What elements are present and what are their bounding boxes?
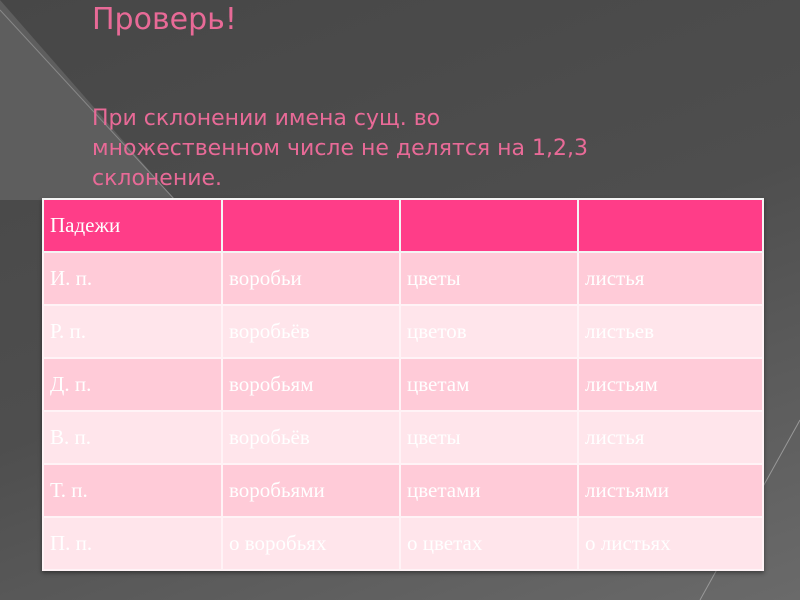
table-row: И. п. воробьи цветы листья <box>42 251 764 306</box>
case-cell: Т. п. <box>42 463 223 518</box>
table-cell: воробьям <box>221 357 401 412</box>
table-header-row: Падежи <box>42 198 764 253</box>
table-cell: цветы <box>399 251 579 306</box>
slide-text: При склонении имена сущ. во множественно… <box>92 106 588 191</box>
declension-table: Падежи И. п. воробьи цветы листья Р. п. … <box>42 198 764 571</box>
table-cell: цветам <box>399 357 579 412</box>
table-cell: листьям <box>577 357 764 412</box>
slide-title: Проверь! <box>92 2 237 37</box>
table-cell: цветы <box>399 410 579 465</box>
table-row: П. п. о воробьях о цветах о листьях <box>42 516 764 571</box>
case-cell: П. п. <box>42 516 223 571</box>
case-cell: Д. п. <box>42 357 223 412</box>
table-cell: листьями <box>577 463 764 518</box>
header-cell <box>399 198 579 253</box>
case-cell: И. п. <box>42 251 223 306</box>
table-cell: листья <box>577 410 764 465</box>
header-cell <box>577 198 764 253</box>
table-cell: цветов <box>399 304 579 359</box>
case-cell: Р. п. <box>42 304 223 359</box>
table-cell: о цветах <box>399 516 579 571</box>
table-cell: листьев <box>577 304 764 359</box>
table-cell: воробьёв <box>221 304 401 359</box>
table-row: Т. п. воробьями цветами листьями <box>42 463 764 518</box>
header-cell: Падежи <box>42 198 223 253</box>
table-row: Р. п. воробьёв цветов листьев <box>42 304 764 359</box>
case-cell: В. п. <box>42 410 223 465</box>
table-cell: листья <box>577 251 764 306</box>
table-cell: о листьях <box>577 516 764 571</box>
header-cell <box>221 198 401 253</box>
table-cell: цветами <box>399 463 579 518</box>
table-cell: о воробьях <box>221 516 401 571</box>
table-row: Д. п. воробьям цветам листьям <box>42 357 764 412</box>
table-row: В. п. воробьёв цветы листья <box>42 410 764 465</box>
table-cell: воробьями <box>221 463 401 518</box>
table-cell: воробьи <box>221 251 401 306</box>
table-cell: воробьёв <box>221 410 401 465</box>
